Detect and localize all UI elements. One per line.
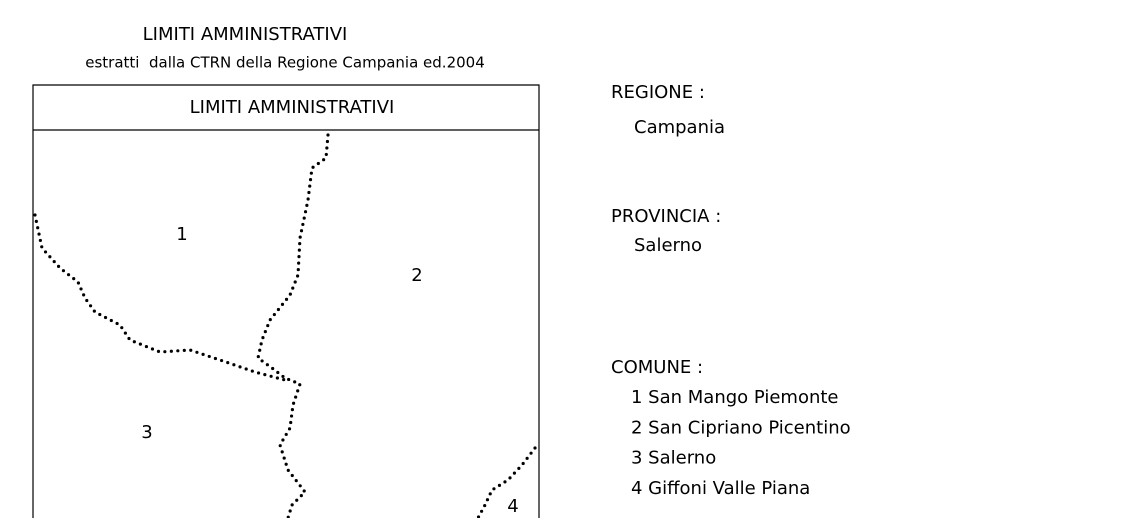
area-label: 2	[411, 265, 422, 286]
boundary	[476, 446, 537, 518]
comune-item: 4 Giffoni Valle Piana	[631, 478, 810, 499]
comune-item: 3 Salerno	[631, 448, 716, 469]
comune-item: 1 San Mango Piemonte	[631, 387, 839, 408]
boundary	[256, 133, 330, 518]
boundary	[33, 213, 287, 382]
subtitle: estratti dalla CTRN della Regione Campan…	[85, 54, 485, 72]
area-label: 3	[141, 422, 152, 443]
map: LIMITI AMMINISTRATIVI 1 2 3 4	[32, 84, 540, 518]
area-label: 1	[176, 224, 187, 245]
title: LIMITI AMMINISTRATIVI	[143, 24, 348, 45]
legend-label: COMUNE :	[611, 357, 703, 378]
legend-value: Salerno	[634, 235, 702, 256]
legend-value: Campania	[634, 117, 725, 138]
map-frame	[32, 84, 540, 518]
legend: REGIONE : Campania PROVINCIA : Salerno C…	[611, 82, 851, 499]
area-label: 4	[507, 496, 518, 517]
comune-list: 1 San Mango Piemonte 2 San Cipriano Picen…	[631, 387, 851, 499]
comune-item: 2 San Cipriano Picentino	[631, 417, 851, 438]
legend-label: REGIONE :	[611, 82, 705, 103]
legend-label: PROVINCIA :	[611, 206, 721, 227]
map-header: LIMITI AMMINISTRATIVI	[190, 97, 395, 118]
